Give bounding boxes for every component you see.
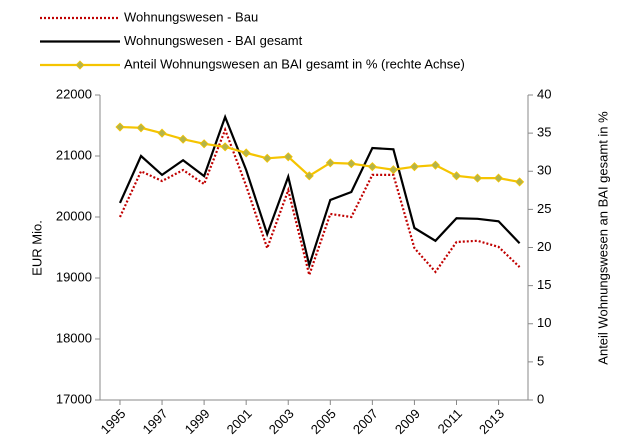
- y-tick-label: 17000: [56, 391, 92, 406]
- y-tick-label: 20000: [56, 208, 92, 223]
- marker: [493, 173, 504, 183]
- marker: [325, 158, 335, 168]
- series-line: [119, 125, 520, 184]
- marker: [409, 162, 419, 172]
- y2-tick-label: 30: [537, 163, 551, 178]
- marker: [367, 162, 377, 172]
- marker: [178, 134, 188, 144]
- y2-tick-label: 35: [537, 125, 551, 140]
- x-tick-label: 2005: [308, 406, 339, 437]
- x-tick-label: 1997: [140, 406, 171, 437]
- x-tick-label: 2011: [435, 406, 465, 436]
- x-tick-label: 2003: [266, 406, 297, 437]
- x-tick-label: 2001: [224, 406, 255, 437]
- x-tick-label: 2007: [350, 406, 381, 437]
- legend-label: Anteil Wohnungswesen an BAI gesamt in % …: [124, 56, 465, 71]
- x-tick-label: 2013: [476, 406, 507, 437]
- legend-marker: [75, 60, 85, 70]
- marker: [472, 173, 483, 183]
- y2-tick-label: 15: [537, 277, 551, 292]
- y-tick-label: 18000: [56, 330, 92, 345]
- marker: [220, 142, 230, 152]
- marker: [262, 153, 272, 163]
- y-tick-label: 19000: [56, 269, 92, 284]
- y2-tick-label: 5: [537, 353, 544, 368]
- marker: [157, 128, 167, 138]
- marker: [346, 159, 356, 169]
- marker: [241, 148, 251, 158]
- y2-tick-label: 20: [537, 239, 551, 254]
- marker: [199, 139, 209, 149]
- marker: [304, 171, 314, 181]
- legend-label: Wohnungswesen - Bau: [124, 9, 258, 24]
- y2-tick-label: 25: [537, 201, 551, 216]
- marker: [115, 122, 125, 132]
- marker: [451, 171, 462, 181]
- y-tick-label: 22000: [56, 86, 92, 101]
- series-line: [118, 126, 521, 279]
- x-tick-label: 1995: [97, 406, 128, 437]
- marker: [283, 152, 293, 162]
- y-axis-label: EUR Mio.: [29, 220, 44, 276]
- y2-tick-label: 10: [537, 315, 551, 330]
- y-tick-label: 21000: [56, 147, 92, 162]
- marker: [388, 165, 398, 175]
- x-tick-label: 2009: [392, 406, 423, 437]
- legend-label: Wohnungswesen - BAI gesamt: [124, 33, 303, 48]
- marker: [430, 160, 441, 170]
- marker: [136, 123, 146, 133]
- marker: [515, 177, 525, 187]
- x-tick-label: 1999: [182, 406, 213, 437]
- y2-tick-label: 0: [537, 391, 544, 406]
- y2-tick-label: 40: [537, 86, 551, 101]
- series-line: [118, 113, 521, 270]
- y2-axis-label: Anteil Wohnungswesen an BAI gesamt in %: [595, 111, 610, 365]
